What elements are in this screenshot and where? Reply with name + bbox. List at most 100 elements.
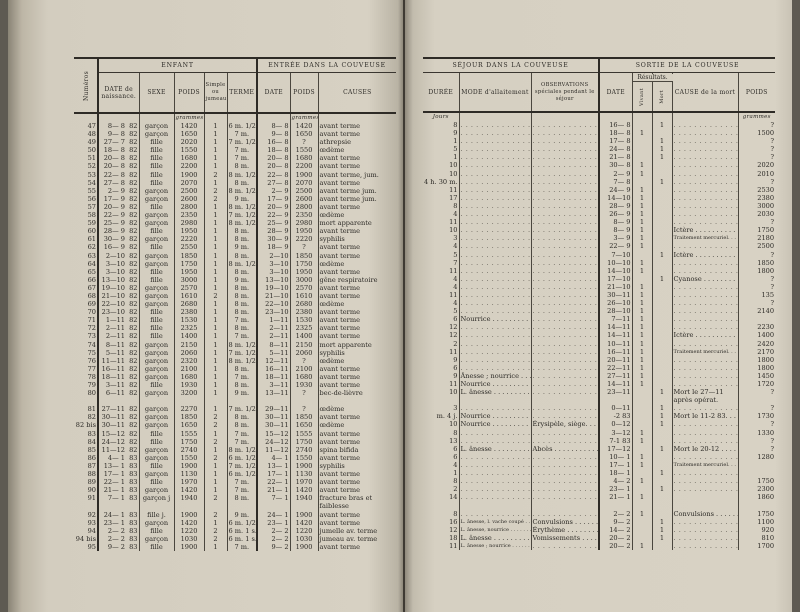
- cell-sexe: fille: [138, 154, 174, 163]
- table-row: 58 22— 9 82 garçon 2350 1 7 m. 1/2 22— 9 2350 œdè…: [74, 211, 397, 220]
- cell-duree: 6: [453, 444, 458, 453]
- cell-poids: 2100: [173, 364, 204, 373]
- cell-simple-jumeau: 2: [203, 453, 227, 462]
- column-header-date-sortie: DATE: [598, 72, 633, 113]
- cell-date-entree: 22— 8: [256, 170, 291, 179]
- cell-simple-jumeau: 1: [203, 178, 227, 187]
- cell-cause: avant terme: [317, 429, 397, 438]
- cell-mort: 1: [651, 420, 673, 429]
- cell-simple-jumeau: 1: [203, 372, 227, 381]
- cell-sexe: fille: [138, 170, 174, 179]
- cell-simple-jumeau: 1: [203, 154, 227, 163]
- table-row: 72 2—11 82 fille 2325 1 8 m. 2—11 2325 avant term…: [74, 324, 397, 333]
- cell-terme: 7 m. 1/2: [226, 405, 258, 414]
- cell-poids-sortie: ?: [737, 420, 776, 429]
- cell-observations: . . . . . . . . . . . . . . . . . . . . …: [530, 218, 600, 227]
- cell-annee: 82: [129, 356, 138, 365]
- cell-numero: 79: [74, 381, 99, 390]
- group-header-sejour: SÉJOUR DANS LA COUVEUSE: [423, 58, 600, 73]
- cell-observations: . . . . . . . . . . . . . . . . . . . . …: [530, 299, 600, 308]
- cell-poids-sortie: ?: [737, 137, 776, 146]
- cell-numero: 65: [74, 267, 99, 276]
- cell-cause-mort: Ictère . . . . . . . . . . . . . . . . .…: [671, 250, 739, 259]
- cell-date-sortie: 8— 9: [598, 226, 633, 235]
- cell-date-naissance: 7— 1: [97, 494, 126, 511]
- cell-poids-entree: 1680: [289, 372, 319, 381]
- cell-date-naissance: 18—11: [97, 372, 126, 381]
- table-row: 11. . . . . . . . . . . . . . . . . . . …: [423, 218, 776, 227]
- column-header-observations: OBSERVATIONS spéciales pendant le séjour: [530, 72, 600, 113]
- cell-date-sortie: -2 83: [598, 412, 633, 421]
- cell-mort: [651, 266, 673, 275]
- cell-duree: 13: [449, 436, 458, 445]
- cell-cause: œdème: [317, 146, 397, 155]
- cell-cause-mort: . . . . . . . . . . . . . . . . . . . . …: [671, 339, 739, 348]
- cell-cause-mort: . . . . . . . . . . . . . . . . . . . . …: [671, 266, 739, 275]
- cell-vivant: 1: [631, 460, 653, 470]
- cell-date-entree: 24—12: [256, 437, 291, 446]
- cell-vivant: 1: [631, 258, 653, 267]
- cell-date-naissance: 27—11: [97, 405, 126, 414]
- cell-mode-allaitement: L. ânesse . . . . . . . . . . . . . . . …: [458, 533, 531, 542]
- cell-date-sortie: 7— 8: [598, 177, 633, 186]
- cell-numero: 94: [74, 526, 99, 535]
- cell-poids: 1550: [173, 146, 204, 155]
- cell-date-entree: 22— 1: [256, 478, 291, 487]
- table-row: 66 13—10 82 fille 3000 1 9 m. 13—10 3000 gêne res…: [74, 275, 397, 284]
- cell-date-entree: 16— 8: [256, 138, 291, 147]
- cell-simple-jumeau: 1: [203, 300, 227, 309]
- cell-cause: spina bifida: [317, 445, 397, 454]
- cell-cause: avant terme: [317, 542, 397, 551]
- table-row: 11 Nourrice . . . . . . . . . . . . . . .…: [423, 380, 776, 389]
- cell-mode-allaitement: . . . . . . . . . . . . . . . . . . . . …: [458, 331, 531, 340]
- cell-simple-jumeau: 1: [203, 243, 227, 252]
- column-header-poids: POIDS: [173, 72, 204, 115]
- cell-duree: 4: [453, 460, 458, 469]
- cell-poids-sortie: 2180: [737, 234, 776, 243]
- cell-terme: 8 m.: [226, 364, 258, 373]
- cell-mode-allaitement: Nourrice . . . . . . . . . . . . . . . .…: [458, 412, 531, 421]
- cell-poids-sortie: ?: [737, 388, 776, 405]
- cell-vivant: [631, 469, 653, 478]
- cell-poids: 1940: [173, 494, 204, 511]
- cell-poids-sortie: 1500: [737, 129, 776, 138]
- cell-date-entree: 2—11: [256, 332, 291, 341]
- cell-cause-mort: . . . . . . . . . . . . . . . . . . . . …: [671, 371, 739, 380]
- cell-mort: [651, 185, 673, 194]
- cell-duree: 7: [453, 258, 458, 267]
- cell-mort: [651, 452, 673, 461]
- table-row: 94 2— 2 83 fille 1220 2 6 m. 1 s. 2— 2 1220 jumel…: [74, 526, 397, 535]
- cell-mort: 1: [651, 485, 673, 494]
- cell-observations: . . . . . . . . . . . . . . . . . . . . …: [530, 347, 600, 356]
- cell-cause-mort: . . . . . . . . . . . . . . . . . . . . …: [671, 380, 739, 389]
- table-row: 48 9— 8 82 garçon 1650 1 7 m. 9— 8 1650 avant ter…: [74, 130, 397, 139]
- cell-simple-jumeau: 1: [203, 162, 227, 171]
- cell-date-entree: 9— 2: [256, 542, 291, 551]
- cell-poids-entree: ?: [289, 389, 319, 406]
- cell-mode-allaitement: . . . . . . . . . . . . . . . . . . . . …: [458, 177, 531, 186]
- cell-simple-jumeau: 1: [203, 429, 227, 438]
- cell-observations: . . . . . . . . . . . . . . . . . . . . …: [530, 469, 600, 478]
- cell-annee: 82: [129, 413, 138, 422]
- book-gutter: [403, 0, 405, 612]
- cell-observations: . . . . . . . . . . . . . . . . . . . . …: [530, 331, 600, 340]
- cell-mort: 1: [651, 517, 673, 526]
- cell-mode-allaitement: . . . . . . . . . . . . . . . . . . . . …: [458, 307, 531, 316]
- table-row: 89 22— 1 83 fille 1970 1 7 m. 22— 1 1970 avant te…: [74, 478, 397, 487]
- cell-observations: . . . . . . . . . . . . . . . . . . . . …: [530, 153, 600, 162]
- cell-date-entree: 9— 8: [256, 130, 291, 139]
- cell-observations: . . . . . . . . . . . . . . . . . . . . …: [530, 509, 600, 518]
- cell-mode-allaitement: . . . . . . . . . . . . . . . . . . . . …: [458, 355, 531, 364]
- cell-terme: 6 m. 1/2: [226, 518, 258, 527]
- cell-mode-allaitement: . . . . . . . . . . . . . . . . . . . . …: [458, 404, 531, 413]
- cell-observations: . . . . . . . . . . . . . . . . . . . . …: [530, 371, 600, 380]
- cell-annee: 82: [129, 202, 138, 211]
- cell-date-sortie: 28—10: [598, 307, 633, 316]
- cell-poids-entree: 2060: [289, 348, 319, 357]
- cell-date-naissance: 30—11: [97, 421, 126, 430]
- cell-cause-mort: . . . . . . . . . . . . . . . . . . . . …: [671, 363, 739, 372]
- cell-date-entree: 19—10: [256, 283, 291, 292]
- cell-date-entree: 18— 8: [256, 146, 291, 155]
- cell-observations: . . . . . . . . . . . . . . . . . . . . …: [530, 493, 600, 510]
- cell-cause-mort: . . . . . . . . . . . . . . . . . . . . …: [671, 428, 739, 437]
